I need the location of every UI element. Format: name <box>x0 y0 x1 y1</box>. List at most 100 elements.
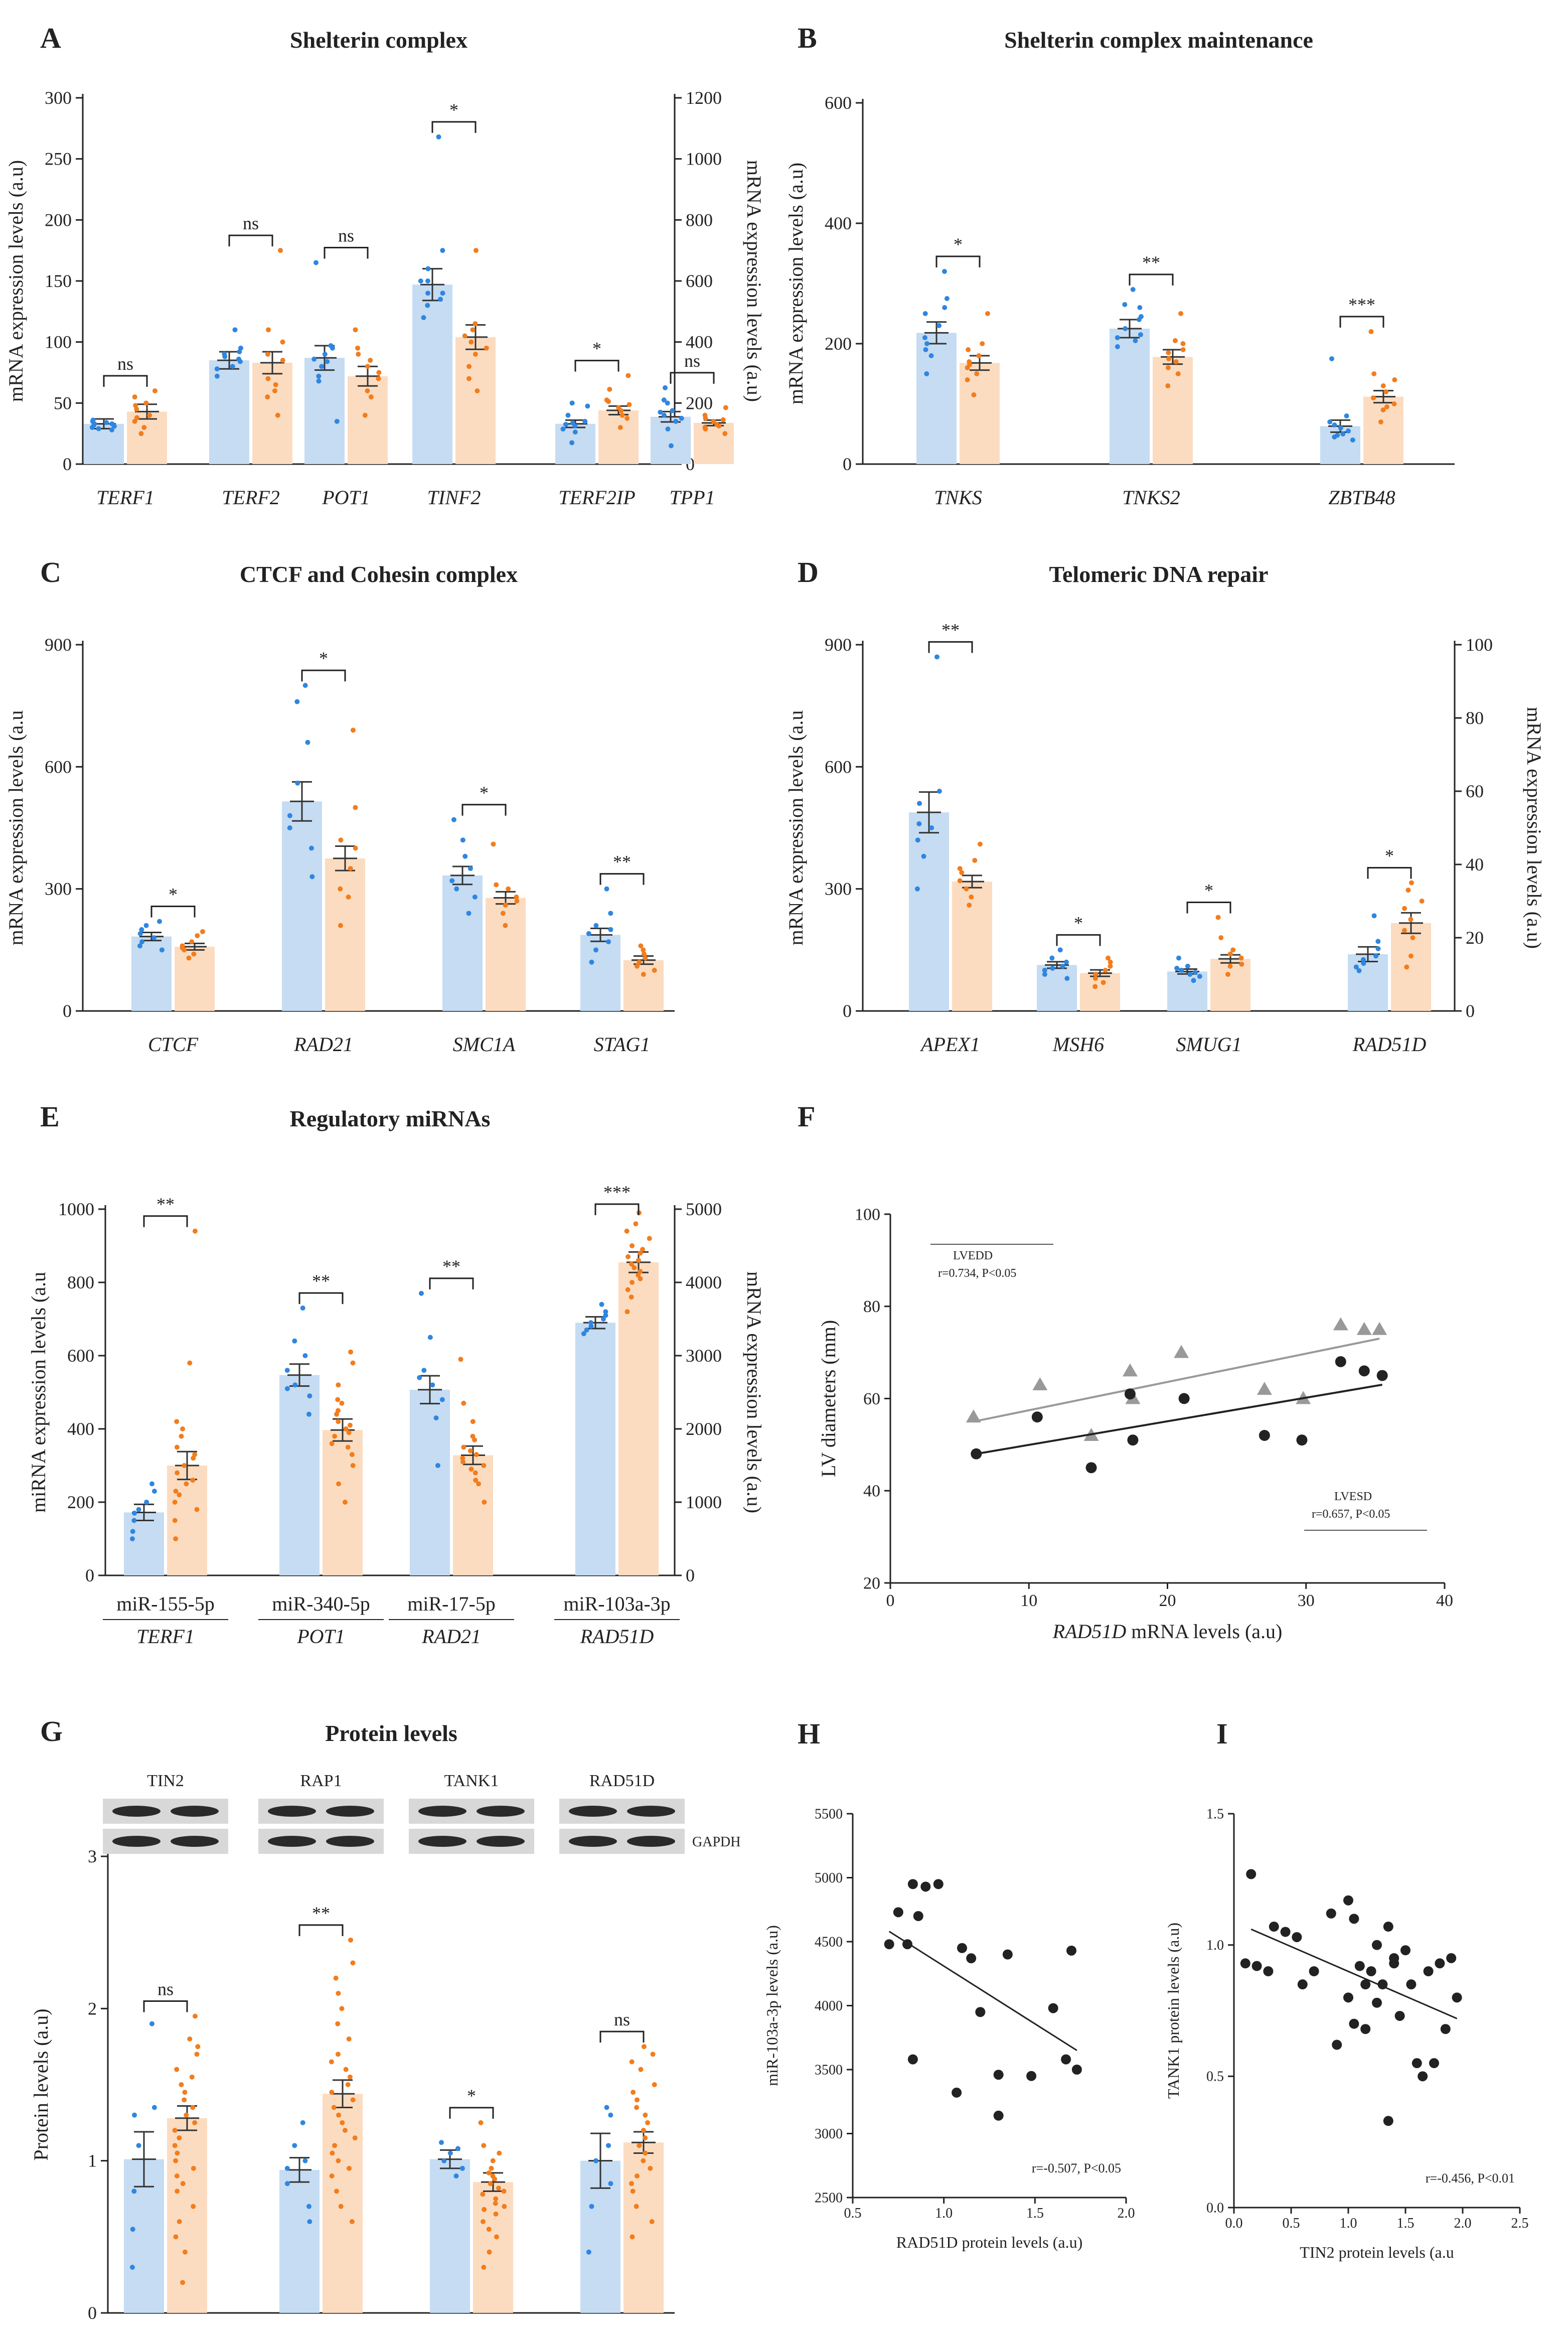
panel-D-data-point <box>1227 963 1233 969</box>
panel-G-data-point <box>634 2204 639 2209</box>
panel-A-significance-label: ns <box>117 354 133 374</box>
panel-A-y-tick-label-right: 600 <box>686 271 713 291</box>
panel-A-data-point <box>619 412 625 418</box>
panel-B-data-point <box>1350 438 1355 443</box>
panel-G-data-point <box>346 2036 352 2042</box>
panel-G-data-point <box>284 2181 290 2187</box>
panel-A-data-point <box>468 339 474 345</box>
panel-I-marker <box>1251 1961 1262 1971</box>
panel-A-data-point <box>569 400 575 406</box>
panel-E-data-point <box>629 1294 634 1300</box>
panel-A-data-point <box>376 376 381 381</box>
panel-E-significance-label: ** <box>156 1194 175 1214</box>
panel-A-data-point <box>606 399 611 404</box>
panel-G-data-point <box>172 2128 178 2133</box>
panel-A-data-point <box>679 415 684 421</box>
panel-G-data-point <box>292 2143 297 2148</box>
panel-C-bar-control <box>131 936 172 1011</box>
panel-D-data-point <box>1404 964 1409 970</box>
panel-E-data-point <box>174 1444 180 1450</box>
panel-A-y-tick-label: 250 <box>45 149 72 169</box>
panel-G-data-point <box>459 2165 465 2171</box>
panel-E-bar-control <box>575 1323 615 1575</box>
panel-F-y-tick-label: 100 <box>855 1205 880 1224</box>
panel-I-marker <box>1366 1966 1376 1976</box>
panel-E-data-point <box>172 1500 178 1505</box>
panel-C-data-point <box>191 951 197 957</box>
panel-F-legend-title-lvedd: LVEDD <box>953 1249 993 1262</box>
panel-E-data-point <box>192 1452 198 1458</box>
panel-G-data-point <box>175 2150 180 2156</box>
panel-A-data-point <box>222 354 228 359</box>
panel-B-data-point <box>976 353 982 358</box>
panel-E-data-point <box>470 1419 476 1424</box>
panel-E: E Regulatory miRNAs 0 200 400 600 800 1000 miRNA… <box>27 1100 765 1648</box>
panel-E-y-label-right: mRNA expression levels (a.u) <box>743 1271 765 1513</box>
panel-C-data-point <box>449 878 455 884</box>
panel-D-data-point <box>1050 965 1055 971</box>
panel-G-data-point <box>493 2196 499 2202</box>
panel-I-y-tick-label: 1.0 <box>1206 1938 1224 1953</box>
panel-E-data-point <box>588 1320 593 1326</box>
panel-I-marker <box>1389 1953 1399 1963</box>
panel-E-x-tick-label: miR-155-5p <box>116 1592 215 1615</box>
panel-I-marker <box>1360 2024 1371 2034</box>
panel-C-x-tick-label: RAD21 <box>293 1033 353 1056</box>
panel-D-significance-bracket <box>1367 867 1412 879</box>
panel-C-data-point <box>189 939 195 945</box>
panel-C-x-tick-label: STAG1 <box>594 1033 651 1056</box>
panel-D-data-point <box>977 841 983 847</box>
panel-G-data-point <box>130 2227 135 2232</box>
panel-I-marker <box>1263 1966 1274 1976</box>
panel-E-data-point <box>335 1397 341 1402</box>
panel-D-data-point <box>1042 967 1047 973</box>
panel-G-data-point <box>339 2006 345 2011</box>
panel-C-data-point <box>652 967 657 973</box>
panel-I-y-tick-label: 0.0 <box>1206 2200 1224 2216</box>
panel-A-data-point <box>316 373 322 379</box>
panel-H-stats-annotation: r=-0.507, P<0.05 <box>1032 2161 1121 2175</box>
panel-H-y-tick-label: 3000 <box>815 2126 843 2142</box>
panel-B-data-point <box>923 347 928 352</box>
panel-A-data-point <box>147 412 152 418</box>
panel-E-y-tick-label-right: 0 <box>686 1565 695 1585</box>
panel-B-data-point <box>967 362 972 367</box>
panel-G-data-point <box>182 2090 188 2095</box>
panel-A-letter: A <box>40 22 61 54</box>
panel-H-x-tick-label: 0.5 <box>844 2206 862 2221</box>
panel-D-y-tick-label-right: 80 <box>1466 708 1484 728</box>
panel-D-data-point <box>1419 899 1425 904</box>
panel-E-data-point <box>332 1433 338 1439</box>
panel-H-x-tick-label: 1.0 <box>935 2206 953 2221</box>
panel-F-marker <box>1127 1434 1139 1446</box>
panel-G-significance-bracket <box>298 1924 344 1936</box>
panel-B-data-point <box>1133 338 1138 343</box>
panel-H-marker <box>1061 2054 1071 2065</box>
panel-C-y-label: mRNA expression levels (a.u <box>5 710 27 946</box>
panel-D-data-point <box>1185 963 1190 969</box>
panel-H-y-tick-label: 3500 <box>815 2062 843 2078</box>
panel-A-bar-control <box>412 284 452 464</box>
panel-B-data-point <box>1371 371 1377 376</box>
panel-A-data-point <box>104 420 109 425</box>
panel-D-data-point <box>1408 953 1414 959</box>
panel-G-data-point <box>493 2211 499 2217</box>
panel-A-data-point <box>661 397 667 403</box>
panel-C-data-point <box>491 841 496 847</box>
panel-B-data-point <box>980 341 985 346</box>
panel-A-data-point <box>440 290 445 296</box>
panel-G-data-point <box>453 2173 459 2178</box>
panel-D-data-point <box>1361 961 1366 966</box>
panel-A-data-point <box>232 327 238 333</box>
panel-E-x-tick-label: miR-17-5p <box>407 1592 496 1615</box>
panel-I-x-label: TIN2 protein levels (a.u <box>1300 2243 1454 2261</box>
panel-C-x-tick-label: CTCF <box>148 1033 199 1056</box>
panel-E-bar-patient <box>453 1455 493 1575</box>
panel-I-marker <box>1418 2071 1428 2082</box>
panel-H-fit-line <box>888 1931 1077 2052</box>
panel-C-data-point <box>309 874 315 880</box>
panel-E-data-point <box>292 1338 297 1344</box>
panel-B-data-point <box>1123 326 1128 331</box>
panel-A-data-point <box>438 297 443 302</box>
panel-H-marker <box>907 1879 918 1889</box>
